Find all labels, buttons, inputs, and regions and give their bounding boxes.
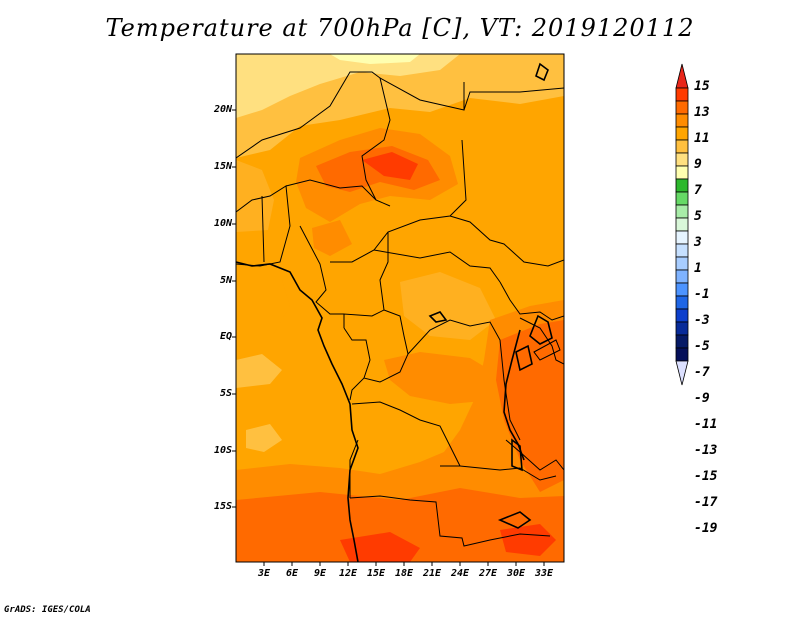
colorbar-swatch (675, 230, 689, 245)
colorbar-swatch (675, 152, 689, 167)
colorbar-swatch (675, 321, 689, 336)
lon-label-9e: 9E (313, 568, 327, 579)
colorbar-label: 9 (694, 157, 702, 172)
colorbar-label: 13 (694, 105, 710, 120)
lon-label-33e: 33E (534, 568, 554, 579)
lon-label-24e: 24E (450, 568, 470, 579)
colorbar-label: -5 (694, 339, 710, 354)
colorbar-label: -17 (694, 495, 718, 510)
colorbar-label: 11 (694, 131, 710, 146)
axis-ticks (232, 109, 545, 566)
colorbar-swatch (675, 282, 689, 297)
colorbar-label: 5 (694, 209, 702, 224)
map-title: Temperature at 700hPa [C], VT: 201912011… (105, 14, 695, 42)
colorbar-swatch (675, 347, 689, 362)
colorbar-label: -9 (694, 391, 710, 406)
colorbar-swatch (675, 243, 689, 258)
lat-label-15n: 15N (213, 161, 232, 172)
colorbar-label: 7 (694, 183, 702, 198)
lat-label-10n: 10N (213, 218, 232, 229)
coastlines (236, 62, 553, 562)
colorbar-swatch (675, 100, 689, 115)
colorbar-label: 1 (694, 261, 702, 276)
lon-label-30e: 30E (506, 568, 526, 579)
lat-label-5s: 5S (219, 388, 232, 399)
lat-label-15s: 15S (213, 501, 232, 512)
colorbar-label: -13 (694, 443, 718, 458)
lon-label-6e: 6E (285, 568, 299, 579)
colorbar-swatch (675, 191, 689, 206)
lat-label-5n: 5N (219, 275, 232, 286)
lat-label-eq: EQ (219, 331, 232, 342)
lon-label-12e: 12E (338, 568, 358, 579)
colorbar-label: -1 (694, 287, 710, 302)
temperature-field (236, 54, 564, 562)
credit-text: GrADS: IGES/COLA (4, 605, 91, 615)
colorbar-label: -7 (694, 365, 710, 380)
colorbar-swatch (675, 87, 689, 102)
colorbar-over-arrow (675, 63, 689, 89)
lon-label-18e: 18E (394, 568, 414, 579)
colorbar-label: -3 (694, 313, 710, 328)
lat-label-20n: 20N (213, 104, 232, 115)
colorbar-under-arrow (675, 360, 689, 386)
colorbar-swatch (675, 204, 689, 219)
lon-label-27e: 27E (478, 568, 498, 579)
colorbar-swatch (675, 126, 689, 141)
colorbar-label: -11 (694, 417, 718, 432)
map-frame (235, 53, 565, 563)
colorbar-swatch (675, 217, 689, 232)
colorbar-label: -19 (694, 521, 718, 536)
colorbar-swatch (675, 334, 689, 349)
colorbar-swatch (675, 295, 689, 310)
colorbar-swatch (675, 139, 689, 154)
lon-label-21e: 21E (422, 568, 442, 579)
colorbar-label: -15 (694, 469, 718, 484)
colorbar (675, 63, 689, 386)
colorbar-label: 3 (694, 235, 702, 250)
country-borders (236, 71, 564, 547)
colorbar-swatch (675, 256, 689, 271)
colorbar-swatch (675, 165, 689, 180)
colorbar-label: 15 (694, 79, 710, 94)
colorbar-swatch (675, 269, 689, 284)
lon-label-3e: 3E (257, 568, 271, 579)
lon-label-15e: 15E (366, 568, 386, 579)
colorbar-swatch (675, 308, 689, 323)
colorbar-swatch (675, 113, 689, 128)
lat-label-10s: 10S (213, 445, 232, 456)
colorbar-swatch (675, 178, 689, 193)
